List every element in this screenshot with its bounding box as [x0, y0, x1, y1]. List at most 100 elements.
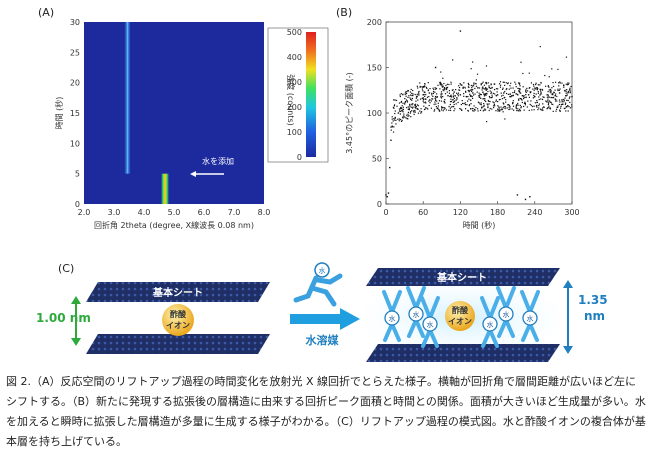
scatter-point	[543, 106, 545, 108]
scatter-point	[540, 109, 542, 111]
scatter-point	[461, 109, 463, 111]
scatter-point	[537, 92, 540, 94]
scatter-point	[424, 101, 426, 103]
scatter-point	[500, 92, 502, 94]
scatter-point	[427, 108, 429, 110]
scatter-point	[456, 98, 458, 100]
scatter-point	[424, 98, 426, 100]
scatter-point	[534, 95, 536, 98]
scatter-point	[548, 100, 551, 102]
scatter-point	[561, 99, 563, 101]
heatmap-ytick: 15	[70, 109, 80, 118]
scatter-point	[385, 194, 387, 196]
scatter-point	[489, 90, 491, 92]
scatter-point	[489, 97, 491, 99]
scatter-point	[432, 87, 434, 89]
scatter-point	[491, 96, 494, 98]
scatter-point	[563, 86, 565, 88]
scatter-point	[439, 82, 442, 85]
scatter-point	[513, 91, 516, 94]
scatter-xtick: 180	[490, 208, 505, 217]
scatter-point	[568, 97, 570, 99]
scatter-point	[425, 98, 427, 100]
scatter-point	[399, 94, 401, 96]
scatter-point	[419, 86, 421, 88]
scatter-point	[432, 95, 434, 97]
scatter-point	[480, 97, 482, 100]
scatter-point	[538, 107, 540, 109]
scatter-point	[553, 91, 555, 94]
scatter-point	[502, 94, 504, 96]
scatter-point	[394, 110, 396, 112]
scatter-point	[394, 112, 396, 115]
scatter-point	[421, 97, 423, 99]
scatter-point	[478, 96, 480, 98]
scatter-point	[522, 72, 524, 75]
scatter-point	[503, 103, 505, 105]
scatter-point	[498, 106, 500, 108]
scatter-point	[427, 82, 429, 84]
scatter-point	[547, 103, 549, 106]
scatter-point	[544, 74, 546, 77]
scatter-point	[467, 89, 469, 92]
scatter-point	[504, 96, 506, 99]
scatter-point	[563, 98, 565, 101]
scatter-point	[566, 84, 568, 86]
scatter-point	[505, 88, 507, 91]
scatter-point	[498, 107, 500, 109]
scatter-point	[430, 100, 432, 102]
scatter-point	[537, 90, 539, 93]
scatter-point	[461, 84, 463, 86]
scatter-point	[483, 93, 485, 95]
scatter-point	[411, 103, 413, 105]
scatter-point	[532, 83, 535, 86]
scatter-point	[450, 94, 452, 96]
scatter-point	[479, 103, 481, 105]
scatter-point	[571, 106, 573, 108]
scatter-point	[419, 82, 421, 84]
scatter-point	[547, 101, 549, 103]
scatter-point	[565, 56, 568, 58]
scatter-point	[512, 92, 514, 94]
scatter-point	[407, 113, 409, 115]
scatter-point	[393, 105, 396, 107]
scatter-point	[426, 96, 429, 98]
scatter-point	[530, 100, 532, 102]
scatter-point	[406, 114, 408, 116]
scatter-point	[450, 96, 453, 98]
scatter-point	[484, 88, 487, 90]
scatter-point	[488, 103, 490, 105]
scatter-point	[476, 108, 479, 110]
scatter-point	[407, 108, 409, 110]
scatter-point	[550, 92, 552, 94]
scatter-point	[407, 118, 409, 120]
heatmap-ytick: 20	[70, 79, 80, 88]
scatter-point	[386, 196, 388, 198]
scatter-point	[435, 106, 437, 108]
scatter-point	[416, 104, 419, 106]
scatter-point	[418, 93, 420, 95]
scatter-point	[416, 93, 418, 95]
scatter-point	[405, 92, 408, 95]
scatter-point	[472, 94, 475, 96]
scatter-point	[558, 89, 560, 91]
scatter-point	[412, 89, 414, 92]
scatter-point	[417, 87, 419, 89]
scatter-point	[414, 107, 416, 109]
scatter-point	[556, 95, 558, 98]
scatter-point	[423, 105, 425, 107]
scatter-point	[547, 98, 549, 100]
scatter-point	[482, 86, 484, 88]
scatter-point	[552, 92, 554, 95]
scatter-point	[452, 105, 454, 108]
scatter-point	[459, 83, 461, 85]
scatter-point	[468, 98, 470, 100]
scatter-point	[538, 104, 540, 107]
scatter-point	[543, 96, 545, 99]
scatter-point	[464, 87, 466, 89]
scatter-point	[404, 101, 406, 104]
scatter-point	[449, 107, 451, 109]
scatter-point	[470, 68, 472, 70]
scatter-point	[395, 123, 397, 125]
scatter-point	[508, 88, 510, 90]
